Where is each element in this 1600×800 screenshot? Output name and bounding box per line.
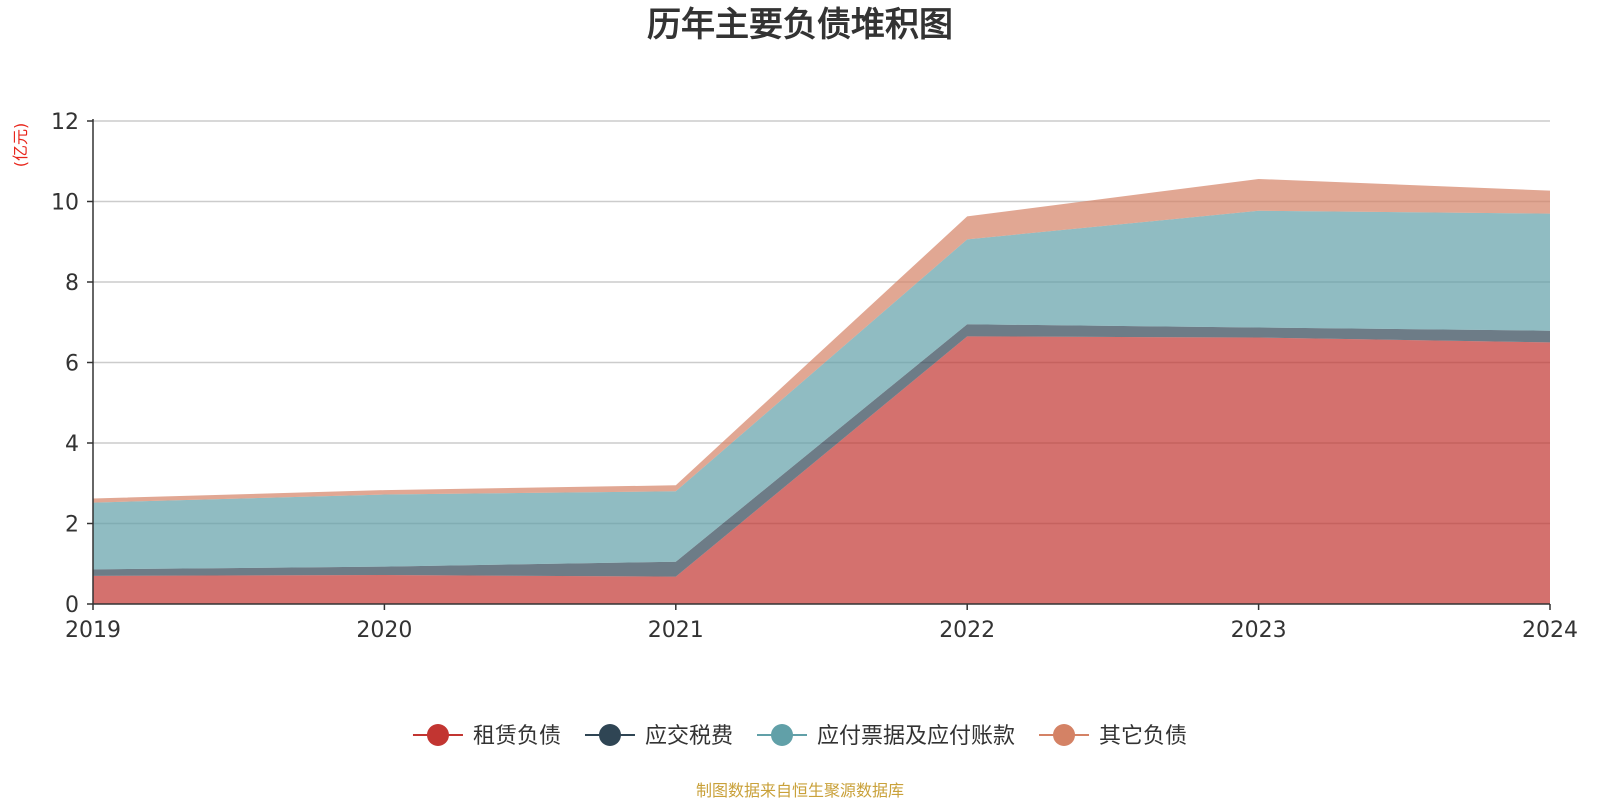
y-tick-label: 10 <box>51 191 79 216</box>
area-series-3 <box>93 210 1550 570</box>
area-series-4 <box>93 178 1550 503</box>
legend-dot-icon <box>771 724 793 746</box>
tick-labels: 0 2 4 6 8 10 12 2019 2020 2021 2022 2023 2024 <box>51 110 1578 643</box>
y-tick-label: 12 <box>51 110 79 135</box>
y-tick-label: 4 <box>65 432 79 457</box>
legend-dot-icon <box>426 724 449 746</box>
x-tick-label: 2019 <box>65 618 121 643</box>
x-tick-label: 2021 <box>648 618 704 643</box>
y-tick-label: 6 <box>65 352 79 377</box>
legend-item-3[interactable]: 应付票据及应付账款 <box>757 724 1015 749</box>
legend-item-2[interactable]: 应交税费 <box>584 724 733 749</box>
area-series-1 <box>93 336 1550 604</box>
legend: 租赁负债 应交税费 应付票据及应付账款 其它负债 <box>412 724 1187 749</box>
legend-label: 应交税费 <box>645 724 733 749</box>
area-series-2 <box>93 324 1550 577</box>
y-tick-label: 0 <box>65 593 79 618</box>
y-tick-label: 2 <box>65 513 79 538</box>
legend-label: 其它负债 <box>1099 724 1187 749</box>
legend-item-4[interactable]: 其它负债 <box>1039 724 1187 749</box>
legend-item-1[interactable]: 租赁负债 <box>412 724 561 749</box>
chart-title: 历年主要负债堆积图 <box>647 5 953 45</box>
legend-dot-icon <box>598 724 621 746</box>
x-tick-label: 2020 <box>356 618 412 643</box>
x-tick-label: 2023 <box>1231 618 1287 643</box>
y-axis-unit-label: (亿元) <box>11 123 30 168</box>
legend-label: 应付票据及应付账款 <box>817 724 1015 749</box>
y-tick-label: 8 <box>65 271 79 296</box>
x-tick-label: 2022 <box>939 618 995 643</box>
source-note: 制图数据来自恒生聚源数据库 <box>696 781 904 800</box>
legend-label: 租赁负债 <box>473 724 561 749</box>
x-tick-label: 2024 <box>1522 618 1578 643</box>
area-series-layer <box>93 178 1550 604</box>
legend-dot-icon <box>1053 724 1076 746</box>
